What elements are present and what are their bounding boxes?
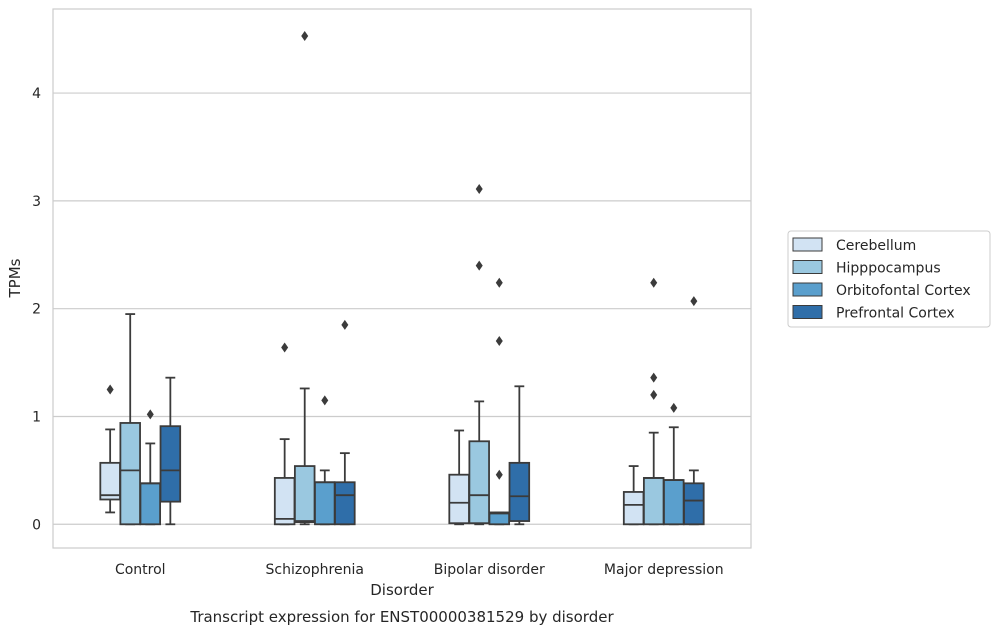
- box-plot-series: [99, 30, 705, 526]
- box-orbitofontal-cortex: [139, 409, 162, 526]
- plot-area-frame: [52, 8, 752, 549]
- outlier-point: [495, 277, 503, 288]
- legend-swatch: [792, 282, 823, 297]
- y-tick-label: 4: [32, 86, 41, 102]
- y-tick-labels: 0 1 2 3 4: [32, 86, 41, 533]
- box-iqr: [159, 425, 182, 503]
- box-cerebellum: [99, 384, 121, 514]
- box-iqr: [334, 481, 356, 526]
- outlier-point: [341, 319, 349, 330]
- box-iqr: [139, 482, 162, 526]
- legend-frame: [787, 230, 991, 328]
- x-tick-labels: Control Schizophrenia Bipolar disorder Majo…: [115, 562, 724, 578]
- legend-label: Hipppocampus: [836, 261, 941, 277]
- box-cerebellum: [622, 465, 645, 526]
- legend-items: Cerebellum Hipppocampus Orbitofontal Corte…: [792, 237, 971, 322]
- box-prefrontal-cortex: [508, 385, 531, 526]
- legend-label: Prefrontal Cortex: [836, 306, 955, 322]
- box-cerebellum: [448, 429, 470, 526]
- box-hipppocampus: [119, 313, 141, 526]
- x-tick-label: Bipolar disorder: [434, 562, 545, 578]
- box-iqr: [99, 461, 121, 501]
- outlier-point: [690, 296, 698, 307]
- box-iqr: [508, 461, 531, 522]
- box-orbitofontal-cortex: [314, 395, 336, 526]
- box-prefrontal-cortex: [159, 376, 182, 526]
- legend-swatch: [792, 305, 823, 319]
- outlier-point: [650, 389, 658, 400]
- outlier-point: [650, 277, 658, 288]
- legend-label: Cerebellum: [836, 238, 916, 254]
- box-iqr: [448, 473, 470, 525]
- x-tick-label: Major depression: [604, 562, 724, 578]
- box-prefrontal-cortex: [683, 296, 705, 526]
- box-iqr: [119, 422, 141, 526]
- outlier-point: [321, 395, 329, 406]
- x-tick-label: Schizophrenia: [266, 562, 364, 578]
- legend-swatch: [792, 237, 823, 252]
- box-orbitofontal-cortex: [488, 277, 511, 526]
- box-iqr: [273, 477, 296, 526]
- x-axis-label: Disorder: [370, 581, 434, 599]
- box-hipppocampus: [293, 30, 316, 526]
- y-tick-label: 3: [32, 194, 41, 210]
- box-iqr: [314, 481, 336, 526]
- legend: Cerebellum Hipppocampus Orbitofontal Corte…: [787, 230, 991, 328]
- box-prefrontal-cortex: [334, 319, 356, 526]
- box-iqr: [622, 491, 645, 526]
- legend-label: Orbitofontal Cortex: [836, 283, 971, 299]
- box-iqr: [683, 482, 705, 526]
- outlier-point: [670, 402, 678, 413]
- y-tick-label: 0: [32, 517, 41, 533]
- legend-swatch: [792, 260, 823, 274]
- x-tick-label: Control: [115, 562, 166, 578]
- outlier-point: [301, 30, 309, 41]
- chart-title: Transcript expression for ENST0000038152…: [189, 608, 614, 626]
- box-iqr: [642, 477, 665, 526]
- outlier-point: [475, 260, 483, 271]
- outlier-point: [495, 336, 503, 347]
- grid-lines: [53, 92, 751, 525]
- box-cerebellum: [273, 342, 296, 526]
- box-hipppocampus: [468, 184, 490, 526]
- box-orbitofontal-cortex: [663, 402, 685, 526]
- outlier-point: [650, 372, 658, 383]
- outlier-point: [495, 469, 503, 480]
- box-iqr: [293, 465, 316, 524]
- y-axis-label: TPMs: [6, 258, 24, 298]
- outlier-point: [475, 184, 483, 195]
- box-iqr: [663, 479, 685, 526]
- outlier-point: [146, 409, 154, 420]
- box-iqr: [468, 440, 490, 525]
- outlier-point: [281, 342, 289, 353]
- outlier-point: [106, 384, 114, 395]
- box-hipppocampus: [642, 277, 665, 526]
- y-tick-label: 1: [32, 409, 41, 425]
- y-tick-label: 2: [32, 302, 41, 318]
